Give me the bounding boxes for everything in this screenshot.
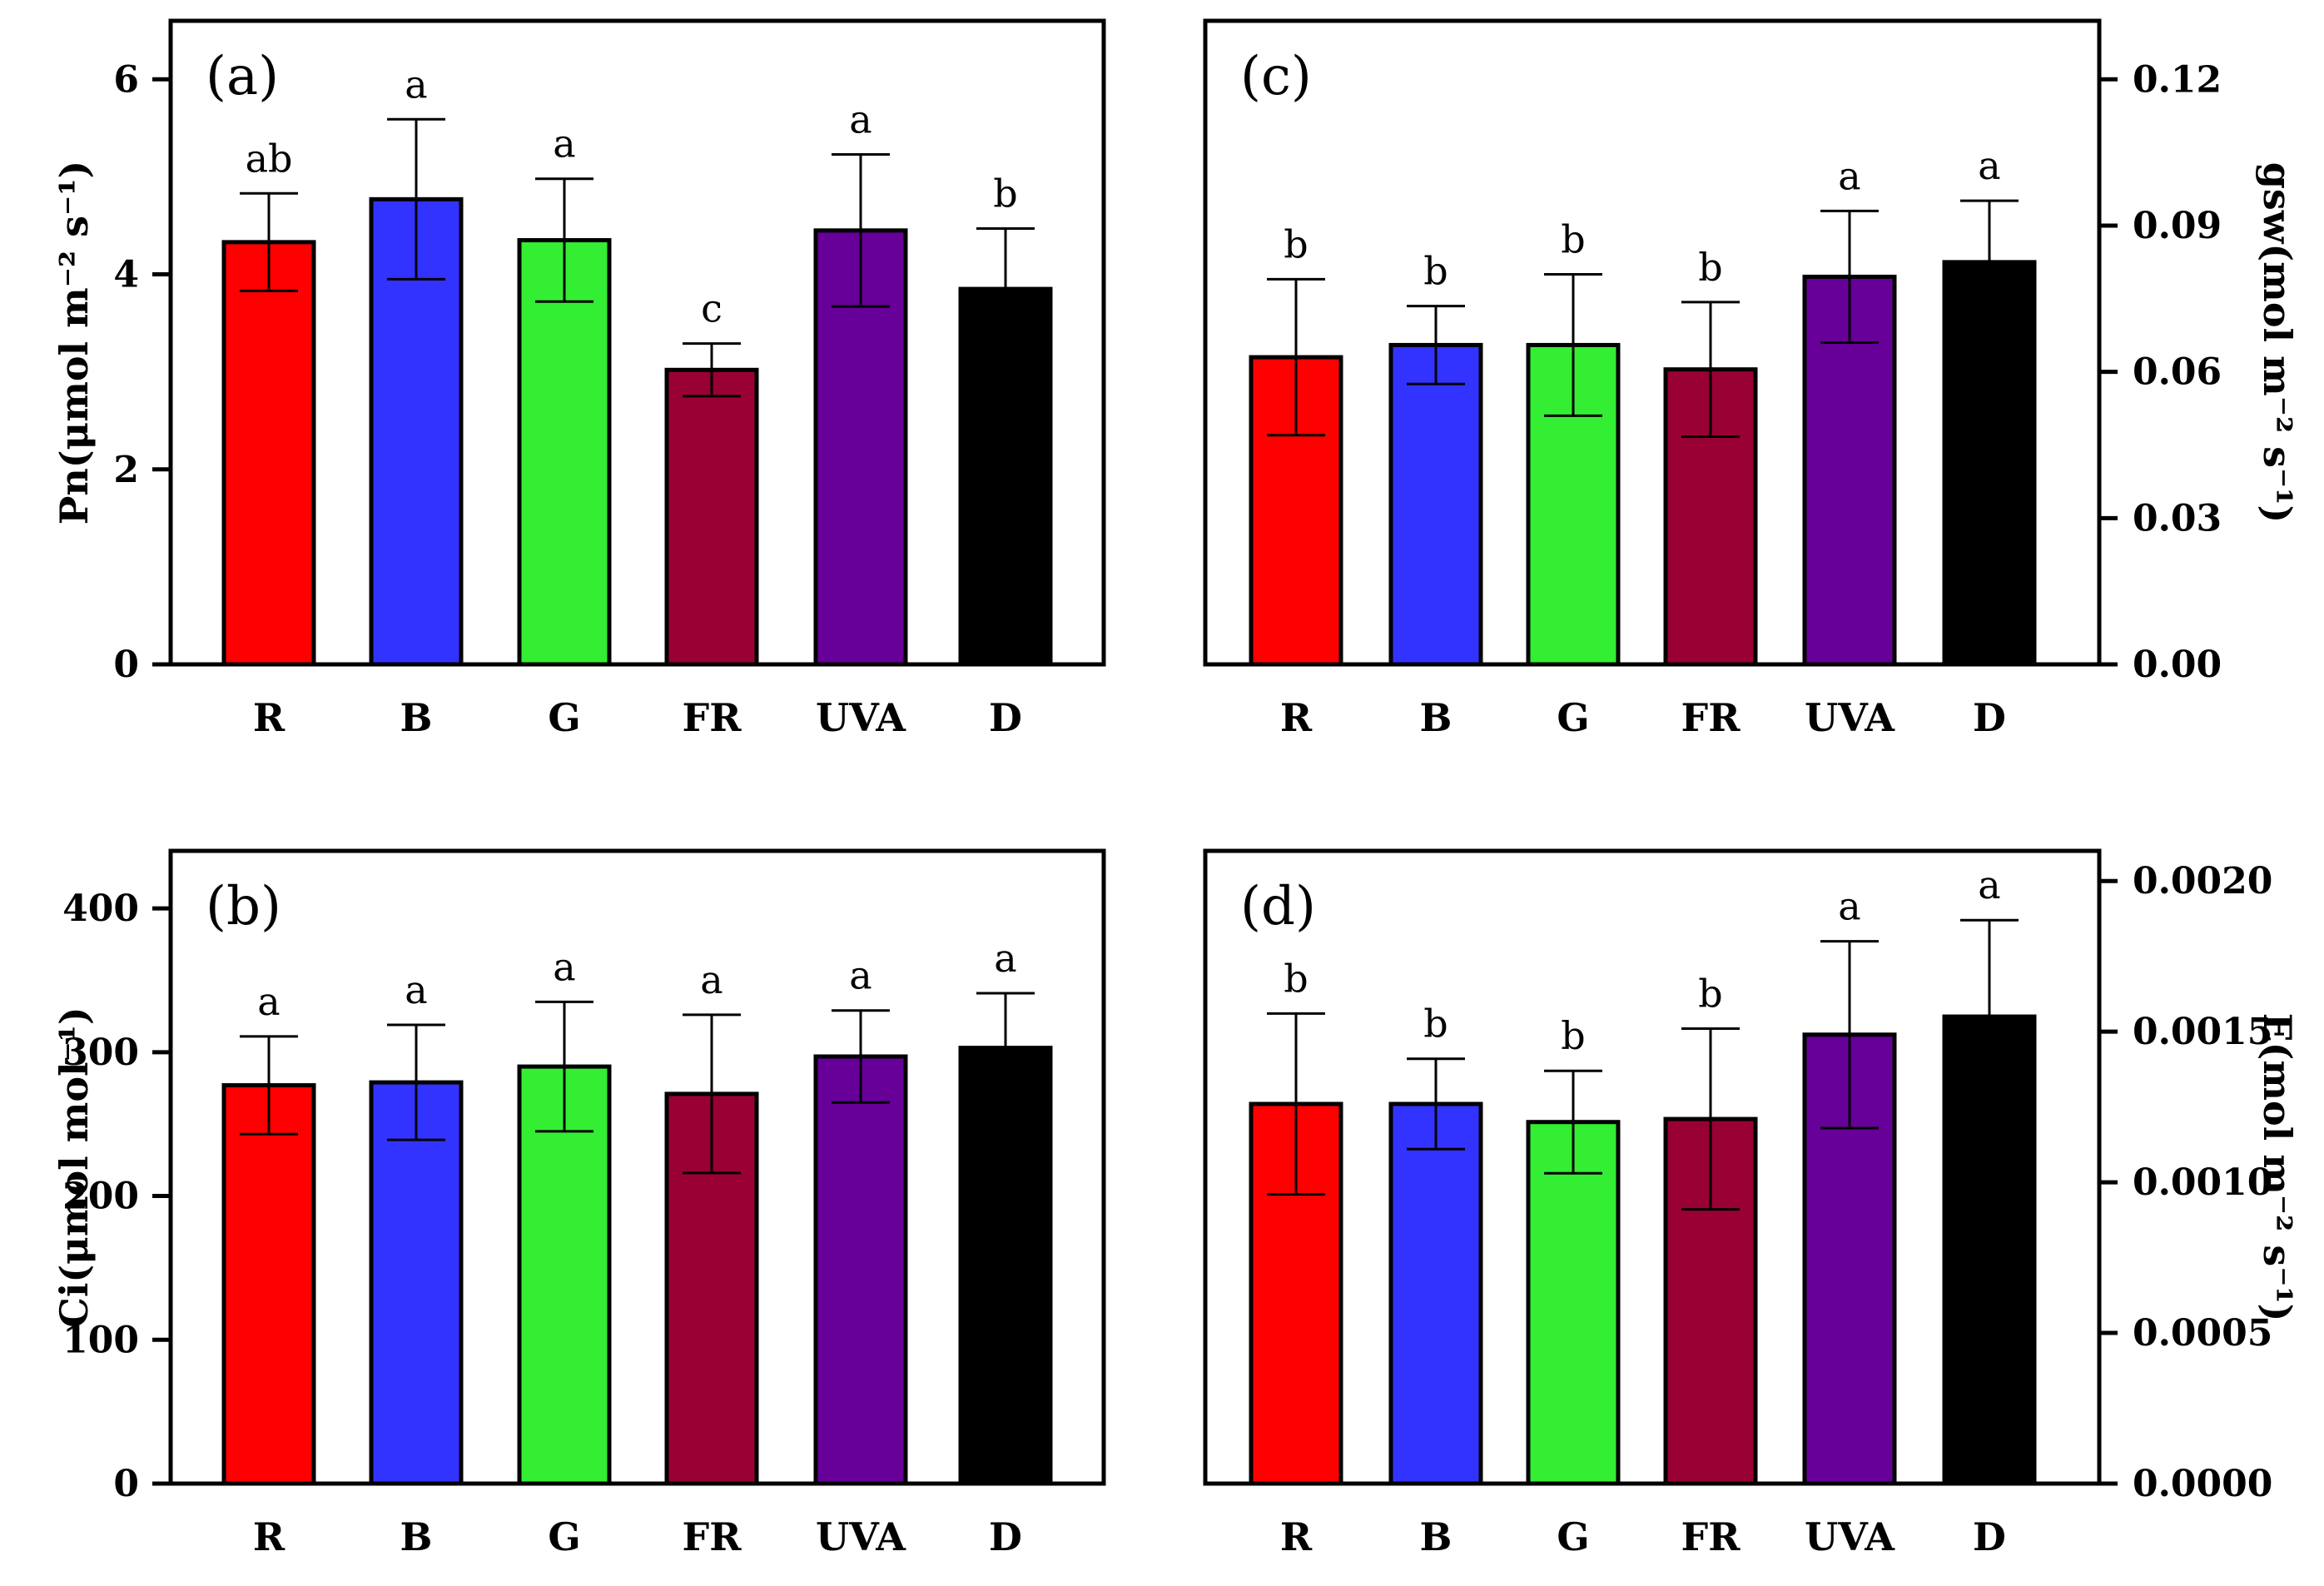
y-tick-label: 0.09 (2133, 205, 2222, 247)
x-tick-label: D (1973, 695, 2006, 740)
y-axis-label: gsw(mol m⁻² s⁻¹) (2255, 162, 2300, 523)
x-tick-label: FR (683, 1514, 742, 1559)
y-tick-label: 300 (62, 1032, 139, 1074)
bar-g (517, 238, 612, 667)
y-tick-label: 100 (62, 1319, 139, 1361)
bar-uva (813, 1054, 908, 1486)
y-tick-label: 0.03 (2133, 497, 2222, 539)
y-tick-label: 0 (113, 644, 139, 686)
x-tick-label: B (400, 695, 433, 740)
x-tick-label: D (989, 1514, 1022, 1559)
y-tick-label: 0.0005 (2133, 1312, 2272, 1355)
significance-label: a (700, 957, 723, 1002)
significance-label: ab (246, 136, 293, 181)
y-tick-label: 200 (62, 1176, 139, 1218)
significance-label: c (701, 286, 723, 331)
x-tick-label: G (1557, 695, 1589, 740)
bar-d (958, 286, 1053, 667)
x-tick-label: B (400, 1514, 433, 1559)
significance-label: a (1978, 863, 2000, 907)
significance-label: b (1423, 249, 1448, 294)
significance-label: a (1838, 884, 1860, 929)
y-tick-label: 0.0010 (2133, 1161, 2272, 1204)
significance-label: b (1561, 1013, 1585, 1058)
chart-panel-2: 0 100 200 300 400 Ci(μmol mol⁻¹) (b) R B G FR UVA Da… (52, 848, 1106, 1559)
significance-label: b (1561, 217, 1585, 262)
y-tick-label: 6 (113, 58, 139, 101)
panel-label: (c) (1240, 46, 1312, 107)
bar-d (1942, 260, 2037, 667)
significance-label: b (1698, 245, 1722, 290)
plot-frame (168, 848, 1106, 1486)
x-tick-label: G (548, 1514, 580, 1559)
y-axis-label: Pn(μmol m⁻² s⁻¹) (52, 161, 97, 525)
y-tick-label: 2 (113, 449, 139, 491)
plot-frame (1203, 848, 2102, 1486)
y-tick-label: 0.12 (2133, 58, 2222, 101)
x-tick-label: D (989, 695, 1022, 740)
y-tick-label: 0.00 (2133, 644, 2222, 686)
y-tick-label: 0.0000 (2133, 1463, 2272, 1505)
significance-label: a (257, 979, 280, 1024)
x-tick-label: FR (1681, 1514, 1741, 1559)
y-tick-label: 0.0015 (2133, 1011, 2272, 1053)
panel-label: (b) (206, 876, 281, 937)
plot-frame (1203, 18, 2102, 667)
y-tick-label: 0 (113, 1463, 139, 1505)
bar-r (221, 240, 316, 667)
bar-b (369, 1080, 464, 1486)
plot-frame (168, 18, 1106, 667)
x-tick-label: FR (1681, 695, 1741, 740)
x-tick-label: UVA (1805, 1514, 1895, 1559)
bar-b (1388, 1101, 1483, 1486)
significance-label: a (405, 62, 427, 107)
significance-label: a (849, 953, 872, 998)
significance-label: a (553, 944, 575, 989)
x-tick-label: G (1557, 1514, 1589, 1559)
significance-label: a (553, 122, 575, 167)
significance-label: b (1284, 956, 1308, 1001)
bar-d (958, 1046, 1053, 1486)
significance-label: b (1698, 972, 1722, 1017)
x-tick-label: UVA (1805, 695, 1895, 740)
x-tick-label: B (1420, 695, 1452, 740)
y-tick-label: 0.06 (2133, 351, 2222, 394)
x-tick-label: R (253, 1514, 286, 1559)
significance-label: b (1284, 221, 1308, 266)
panel-label: (a) (206, 46, 279, 107)
chart-panel-4: 0.0000 0.0005 0.0010 0.0015 0.0020 E(mol m⁻² … (1203, 848, 2300, 1559)
y-tick-label: 0.0020 (2133, 860, 2272, 902)
chart-panel-3: 0.00 0.03 0.06 0.09 0.12 gsw(mol m⁻² s⁻¹) (c) R… (1203, 18, 2300, 740)
x-tick-label: D (1973, 1514, 2006, 1559)
x-tick-label: R (1280, 1514, 1313, 1559)
y-tick-label: 4 (113, 254, 139, 296)
significance-label: b (1423, 1002, 1448, 1047)
y-axis-label: E(mol m⁻² s⁻¹) (2255, 1013, 2300, 1322)
significance-label: a (1978, 143, 2000, 188)
significance-label: a (1838, 153, 1860, 198)
x-tick-label: R (1280, 695, 1313, 740)
x-tick-label: UVA (816, 695, 906, 740)
x-tick-label: UVA (816, 1514, 906, 1559)
x-tick-label: B (1420, 1514, 1452, 1559)
significance-label: a (405, 967, 427, 1012)
x-tick-label: G (548, 695, 580, 740)
panel-label: (d) (1240, 876, 1316, 937)
x-tick-label: R (253, 695, 286, 740)
significance-label: a (849, 97, 872, 142)
significance-label: a (994, 936, 1016, 981)
bar-fr (664, 367, 759, 667)
significance-label: b (993, 171, 1017, 216)
bar-g (517, 1064, 612, 1486)
bar-b (1388, 342, 1483, 667)
x-tick-label: FR (683, 695, 742, 740)
bar-g (1526, 1120, 1621, 1486)
bar-r (221, 1083, 316, 1486)
y-tick-label: 400 (62, 887, 139, 930)
y-axis-label: Ci(μmol mol⁻¹) (52, 1007, 97, 1327)
